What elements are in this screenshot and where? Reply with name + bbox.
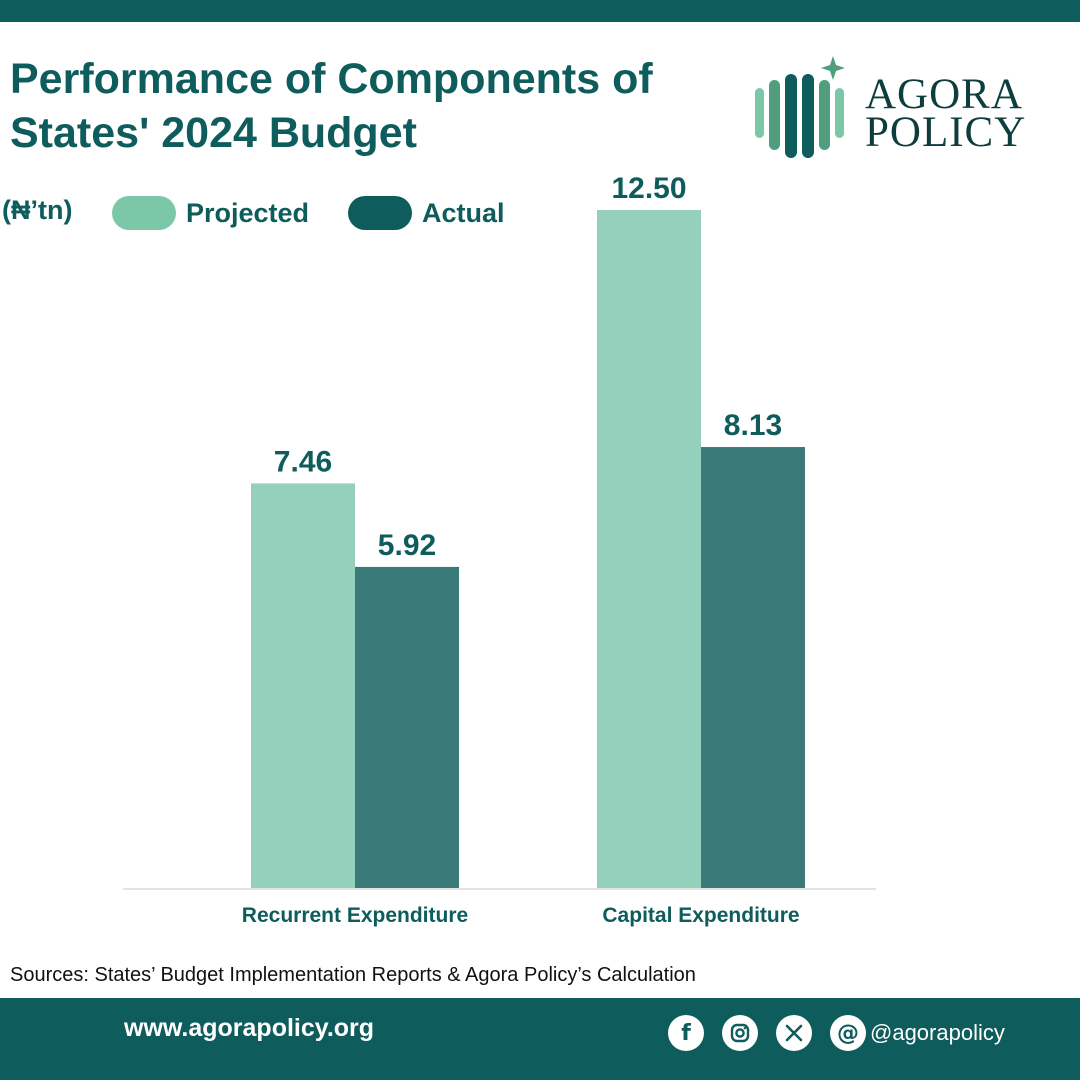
data-label-actual-0: 5.92 <box>378 529 436 562</box>
legend-item-actual: Actual <box>348 196 505 230</box>
page-title: Performance of Components of States' 202… <box>10 55 653 157</box>
legend-swatch-projected <box>112 196 176 230</box>
logo-wordmark: AGORA POLICY <box>865 71 1027 156</box>
legend-swatch-actual <box>348 196 412 230</box>
threads-icon[interactable]: @ <box>830 1015 866 1051</box>
bar-projected-1 <box>597 210 701 888</box>
social-handle[interactable]: @agorapolicy <box>870 1020 1005 1045</box>
data-label-projected-1: 12.50 <box>611 172 686 205</box>
logo-mark-icon <box>755 56 845 158</box>
legend-label-actual: Actual <box>422 197 505 228</box>
footer-bar: www.agorapolicy.org f @ @agorapolicy <box>0 998 1080 1080</box>
facebook-icon[interactable]: f <box>668 1015 704 1051</box>
source-note: Sources: States’ Budget Implementation R… <box>10 964 696 986</box>
data-label-actual-1: 8.13 <box>724 409 782 442</box>
legend-item-projected: Projected <box>112 196 309 230</box>
bar-actual-1 <box>701 447 805 888</box>
top-bar <box>0 0 1080 22</box>
category-label-1: Capital Expenditure <box>602 904 799 927</box>
data-label-projected-0: 7.46 <box>274 445 332 478</box>
instagram-icon[interactable] <box>722 1015 758 1051</box>
bar-actual-0 <box>355 566 459 888</box>
legend-label-projected: Projected <box>186 197 310 228</box>
logo-line-1: AGORA <box>865 71 1023 118</box>
x-icon[interactable] <box>776 1015 812 1051</box>
website-link[interactable]: www.agorapolicy.org <box>124 1014 375 1042</box>
logo-line-2: POLICY <box>865 109 1027 156</box>
bar-projected-0 <box>251 483 355 888</box>
unit-label: (₦’tn) <box>2 195 73 225</box>
social-links: f @ @agorapolicy <box>668 1015 1005 1051</box>
bar-chart: 7.46 5.92 Recurrent Expenditure 12.50 8.13 Ca… <box>123 172 876 927</box>
category-label-0: Recurrent Expenditure <box>242 904 468 927</box>
